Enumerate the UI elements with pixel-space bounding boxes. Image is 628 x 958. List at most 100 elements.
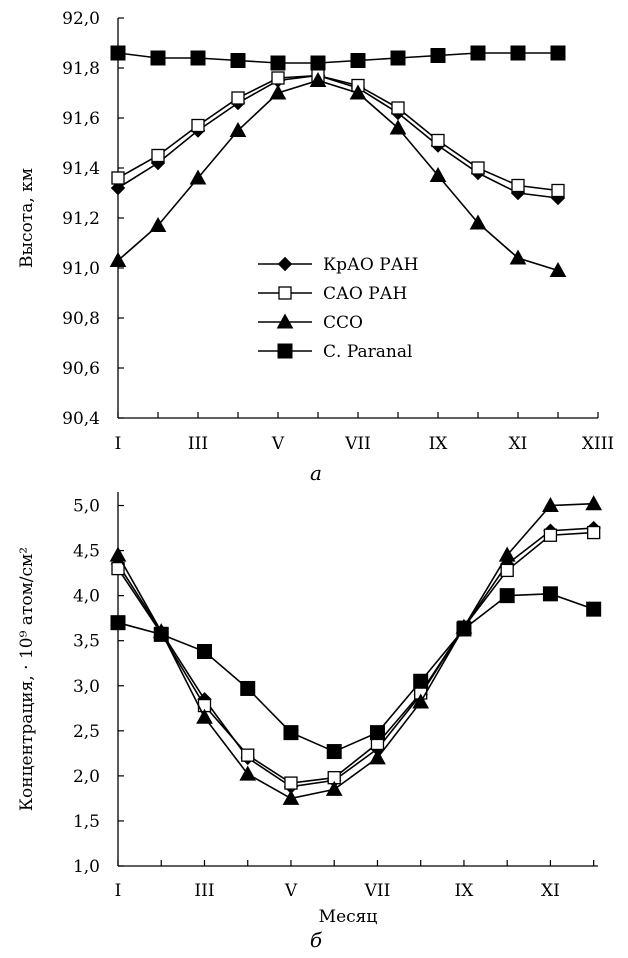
chart-panel-a: 90,490,690,891,091,291,491,691,892,0I III… — [17, 9, 614, 485]
x-tick-label: III — [194, 881, 214, 901]
legend: КрАО РАН САО РАН ССО С. Paranal — [258, 255, 418, 362]
series-2 — [109, 495, 603, 805]
y-axis-label: Высота, км — [17, 168, 37, 268]
legend-marker — [276, 313, 294, 329]
data-point — [110, 615, 126, 631]
x-tick-label: XI — [541, 881, 560, 901]
data-point — [350, 53, 366, 68]
data-point — [110, 180, 126, 196]
data-point — [229, 121, 247, 137]
legend-marker — [277, 256, 293, 272]
data-point — [587, 525, 601, 540]
data-point — [511, 178, 525, 193]
data-point — [413, 673, 429, 689]
data-point — [549, 261, 567, 277]
data-point — [586, 601, 602, 617]
y-tick-label: 5,0 — [73, 497, 100, 517]
data-point — [239, 765, 257, 781]
series-0 — [110, 520, 601, 794]
x-tick-label: V — [284, 881, 298, 901]
data-point — [153, 626, 169, 642]
series-1 — [111, 68, 565, 198]
x-tick-label: IX — [429, 434, 449, 454]
y-tick-label: 90,8 — [62, 309, 100, 329]
data-point — [550, 45, 566, 61]
data-point — [551, 183, 565, 198]
data-point — [499, 588, 515, 604]
y-tick-label: 91,2 — [62, 209, 100, 229]
y-tick-label: 2,0 — [73, 767, 100, 787]
data-point — [270, 55, 286, 71]
x-tick-label: IX — [455, 881, 475, 901]
series-line — [117, 593, 594, 753]
series-line — [117, 52, 558, 64]
data-point — [429, 166, 447, 182]
data-point — [510, 45, 526, 61]
legend-label: С. Paranal — [323, 342, 412, 362]
data-point — [189, 169, 207, 185]
legend-label: КрАО РАН — [323, 255, 418, 275]
data-point — [149, 216, 167, 232]
series-3 — [110, 45, 566, 71]
data-point — [271, 71, 285, 85]
data-point — [240, 680, 256, 696]
data-point — [542, 496, 559, 513]
y-tick-label: 4,5 — [73, 542, 100, 562]
y-tick-label: 90,6 — [62, 359, 100, 379]
x-axis-label: Месяц — [319, 907, 378, 927]
series-3 — [110, 586, 602, 760]
legend-item: С. Paranal — [258, 342, 412, 362]
data-point — [283, 725, 299, 741]
data-point — [543, 528, 558, 542]
data-point — [150, 50, 166, 66]
data-point — [151, 148, 165, 163]
data-point — [509, 249, 527, 265]
data-point — [369, 725, 385, 741]
data-point — [390, 50, 406, 66]
series-0 — [110, 68, 566, 206]
y-tick-label: 91,8 — [62, 59, 100, 79]
y-tick-label: 91,6 — [62, 109, 100, 129]
data-point — [109, 546, 127, 562]
x-tick-label: XI — [509, 434, 528, 454]
data-point — [412, 693, 430, 709]
y-tick-label: 1,0 — [73, 857, 100, 877]
data-point — [111, 171, 125, 185]
legend-label: САО РАН — [323, 284, 407, 304]
data-point — [471, 161, 485, 175]
data-point — [369, 749, 386, 765]
y-tick-label: 91,0 — [62, 259, 100, 279]
data-point — [542, 586, 558, 602]
legend-marker — [277, 343, 293, 359]
data-point — [111, 561, 125, 576]
x-tick-label: III — [188, 434, 208, 454]
series-line — [117, 79, 559, 272]
legend-label: ССО — [323, 313, 363, 333]
y-tick-label: 90,4 — [62, 409, 100, 429]
x-tick-label: XIII — [582, 434, 614, 454]
data-point — [282, 789, 300, 805]
series-line — [117, 74, 559, 199]
data-point — [241, 748, 255, 762]
data-point — [110, 45, 126, 61]
data-point — [391, 101, 405, 115]
panel-label: а — [310, 461, 322, 485]
data-point — [389, 119, 407, 135]
data-point — [498, 546, 516, 562]
y-tick-label: 4,0 — [73, 587, 100, 607]
data-point — [196, 644, 212, 660]
y-tick-label: 91,4 — [62, 159, 100, 179]
data-point — [500, 563, 514, 578]
x-tick-label: VII — [364, 881, 391, 901]
data-point — [469, 214, 487, 230]
panel-label: б — [310, 928, 323, 952]
series-line — [117, 74, 559, 192]
x-tick-label: VII — [344, 434, 371, 454]
x-tick-label: I — [115, 434, 122, 454]
data-point — [585, 495, 603, 511]
data-point — [470, 45, 486, 61]
data-point — [431, 133, 445, 148]
legend-item: КрАО РАН — [258, 255, 418, 275]
y-tick-label: 2,5 — [73, 722, 100, 742]
